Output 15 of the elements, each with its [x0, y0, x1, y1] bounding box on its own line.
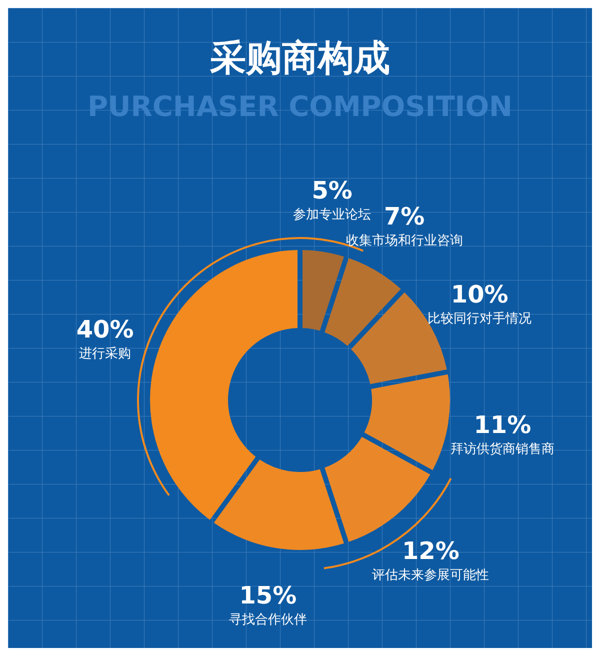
slice-label: 参加专业论坛 [293, 208, 372, 223]
slice-label: 评估未来参展可能性 [372, 568, 490, 583]
slice-label: 拜访供货商销售商 [450, 441, 554, 458]
data-label: 5% [312, 176, 352, 205]
slice-label: 收集市场和行业咨询 [346, 234, 463, 249]
data-label: 40% [76, 316, 134, 344]
data-label: 7% [384, 202, 425, 231]
data-label: 10% [450, 280, 508, 308]
slice-label: 寻找合作伙伴 [228, 612, 307, 628]
data-label: 12% [402, 536, 460, 565]
data-label: 15% [239, 581, 297, 610]
slice-label: 比较同行对手情况 [428, 311, 532, 326]
slice-label: 进行采购 [79, 346, 132, 362]
chart-title: 采购商构成 [209, 38, 390, 79]
data-label: 11% [474, 411, 532, 440]
